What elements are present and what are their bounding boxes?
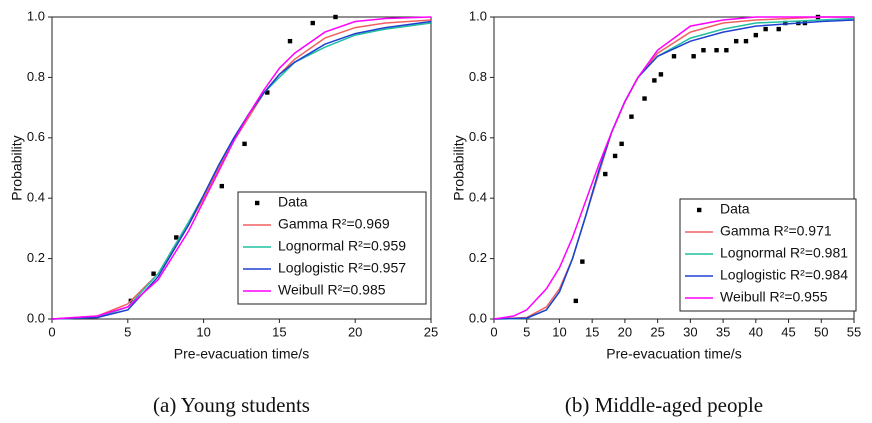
y-tick-label: 0.0 (27, 310, 45, 325)
legend-box (679, 198, 857, 312)
y-axis-label: Probability (451, 135, 467, 200)
data-point (701, 48, 706, 53)
data-point (629, 114, 634, 119)
data-point (724, 48, 729, 53)
data-point (658, 72, 664, 77)
fit-curve (493, 16, 854, 320)
plot-frame (51, 16, 432, 320)
y-tick-label: 0.6 (469, 129, 487, 144)
x-axis-label: Pre-evacuation time/s (174, 346, 309, 362)
x-tick-label: 55 (847, 324, 861, 339)
data-point (714, 48, 719, 53)
x-tick-label: 0 (48, 324, 55, 339)
data-point (265, 90, 270, 95)
data-point (612, 153, 618, 159)
data-point (691, 54, 696, 59)
legend-label: Data (278, 194, 308, 210)
y-tick-label: 0.8 (469, 69, 487, 84)
caption: (a) Young students (153, 393, 310, 417)
x-tick-label: 5 (523, 324, 530, 339)
x-tick-label: 10 (552, 324, 566, 339)
legend-label: Data (720, 201, 750, 217)
data-point (763, 26, 768, 32)
legend-label: Weibull R²=0.955 (720, 289, 828, 305)
data-point (743, 38, 749, 44)
legend-label: Gamma R²=0.971 (720, 223, 832, 239)
x-tick-label: 45 (781, 324, 795, 339)
x-tick-label: 5 (124, 324, 131, 339)
y-tick-label: 1.0 (469, 8, 487, 23)
legend-marker (255, 200, 260, 206)
data-point (776, 26, 781, 32)
legend-marker (697, 207, 702, 213)
data-point (580, 259, 585, 264)
data-point (603, 171, 608, 177)
y-tick-label: 0.0 (469, 310, 487, 325)
caption: (b) Middle-aged people (565, 393, 763, 417)
x-tick-label: 25 (650, 324, 664, 339)
x-tick-label: 20 (348, 324, 362, 339)
y-tick-label: 0.4 (469, 190, 487, 205)
data-point (310, 20, 315, 26)
fit-curve (51, 16, 432, 320)
legend-label: Loglogistic R²=0.957 (278, 260, 406, 276)
y-tick-label: 0.6 (27, 129, 45, 144)
data-point (783, 20, 788, 26)
data-point (619, 141, 624, 147)
x-tick-label: 15 (272, 324, 286, 339)
legend-label: Weibull R²=0.985 (278, 282, 386, 298)
legend-label: Gamma R²=0.969 (278, 216, 390, 232)
x-tick-label: 15 (585, 324, 599, 339)
x-axis-label: Pre-evacuation time/s (606, 346, 741, 362)
data-point (642, 96, 647, 101)
legend-label: Loglogistic R²=0.984 (720, 267, 848, 283)
data-point (151, 271, 156, 276)
x-tick-label: 10 (196, 324, 210, 339)
x-tick-label: 50 (814, 324, 828, 339)
data-point (242, 141, 247, 147)
fit-curve (51, 19, 432, 320)
legend-box (237, 191, 427, 305)
data-point (333, 14, 338, 20)
y-tick-label: 0.2 (469, 250, 487, 265)
plot-frame (493, 16, 855, 320)
data-point (753, 32, 759, 38)
x-tick-label: 20 (618, 324, 632, 339)
data-point (573, 298, 579, 304)
x-tick-label: 35 (716, 324, 730, 339)
legend-label: Lognormal R²=0.981 (720, 245, 848, 261)
x-tick-label: 25 (424, 324, 438, 339)
legend-label: Lognormal R²=0.959 (278, 238, 406, 254)
x-tick-label: 40 (749, 324, 763, 339)
x-tick-label: 30 (683, 324, 697, 339)
data-point (671, 54, 677, 59)
data-point (219, 183, 224, 189)
y-tick-label: 1.0 (27, 8, 45, 23)
y-axis-label: Probability (9, 135, 25, 200)
data-point (287, 38, 293, 44)
data-point (174, 235, 179, 240)
data-point (652, 78, 657, 83)
y-tick-label: 0.8 (27, 69, 45, 84)
data-point (733, 38, 739, 44)
y-tick-label: 0.2 (27, 250, 45, 265)
y-tick-label: 0.4 (27, 190, 45, 205)
x-tick-label: 0 (490, 324, 497, 339)
